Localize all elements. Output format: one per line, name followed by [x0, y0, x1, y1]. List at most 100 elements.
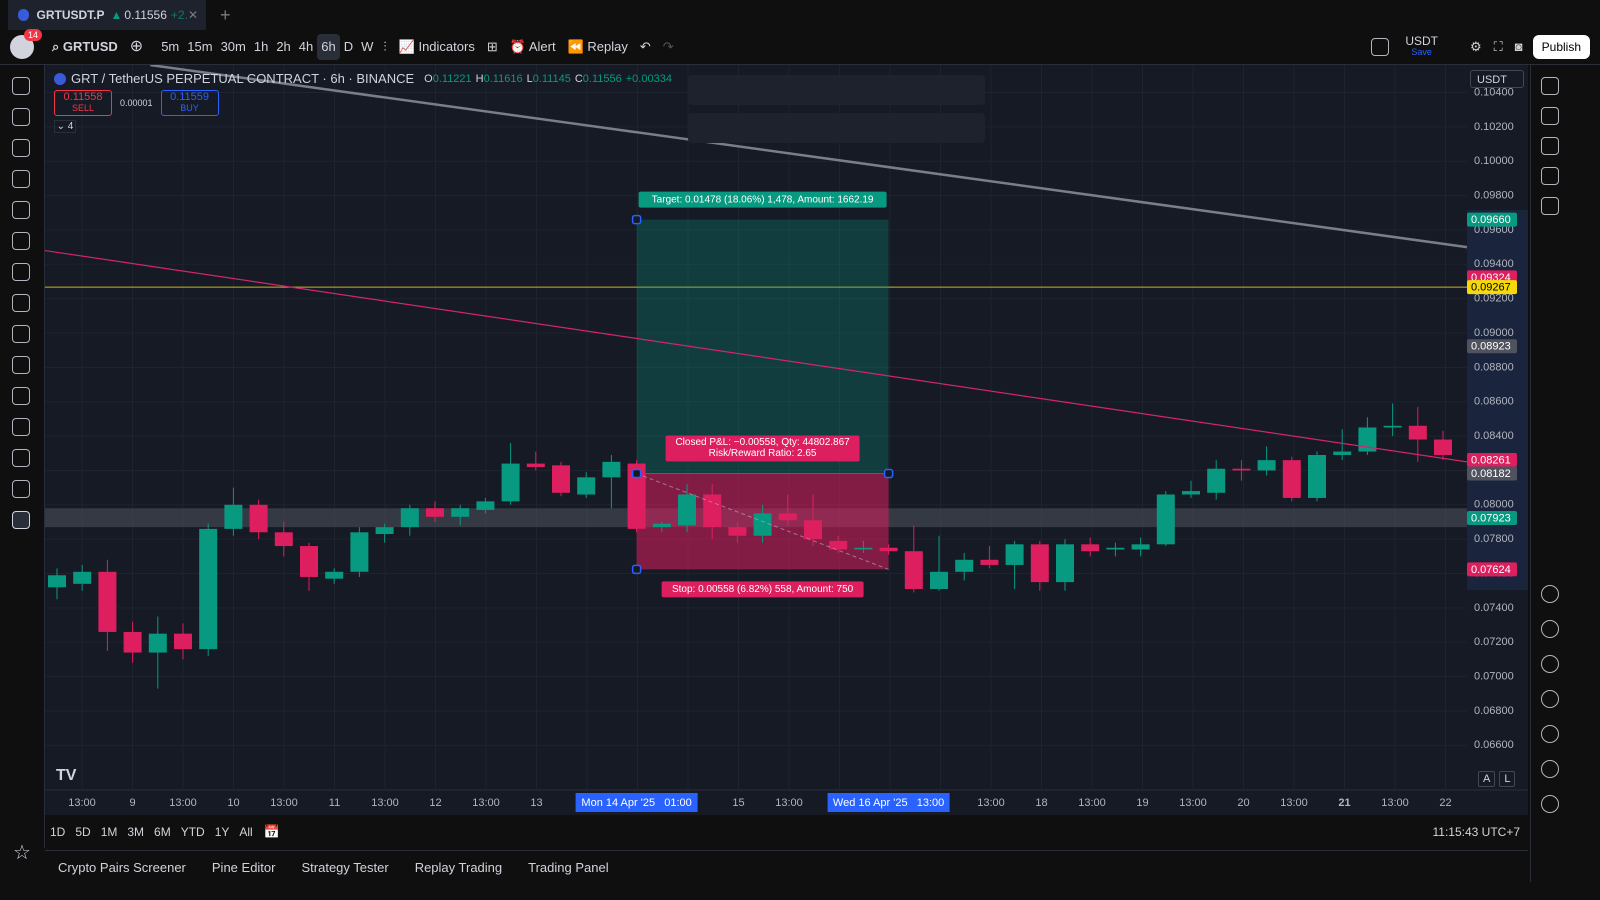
target-zone — [636, 219, 889, 474]
candle-body — [904, 551, 923, 589]
interval[interactable]: 6h — [317, 34, 340, 60]
currency-save[interactable]: USDT Save — [1405, 35, 1438, 58]
handle[interactable] — [631, 468, 642, 479]
scale-button[interactable]: A — [1478, 771, 1496, 787]
x-tick-label: 13:00 — [68, 797, 96, 809]
interval[interactable]: 1h — [253, 39, 269, 54]
interval[interactable]: 5m — [161, 39, 180, 54]
buy-button[interactable]: 0.11559 BUY — [160, 90, 219, 116]
widget-icon[interactable] — [1541, 107, 1559, 125]
new-tab[interactable]: + — [220, 4, 231, 25]
handle[interactable] — [631, 564, 642, 575]
tool-icon[interactable] — [12, 108, 30, 126]
goto-date[interactable]: 📅 — [263, 824, 280, 839]
overlays: Target: 0.01478 (18.06%) 1,478, Amount: … — [45, 65, 1467, 598]
layouts[interactable]: ⊞ — [486, 39, 498, 54]
tool-icon[interactable] — [12, 325, 30, 343]
tool-icon[interactable] — [12, 511, 30, 529]
range[interactable]: 6M — [154, 825, 171, 839]
range[interactable]: 3M — [127, 825, 145, 839]
widget-icon[interactable] — [1541, 690, 1559, 708]
indicators-collapse[interactable]: ⌄ 4 — [54, 120, 76, 133]
tab-price-value: 0.11556 — [124, 8, 167, 22]
bottom-tab[interactable]: Strategy Tester — [301, 859, 389, 875]
layout-toggle[interactable] — [1371, 38, 1390, 56]
tool-icon[interactable] — [12, 232, 30, 250]
widget-icon[interactable] — [1541, 77, 1559, 95]
widget-icon[interactable] — [1541, 167, 1559, 185]
tool-icon[interactable] — [12, 387, 30, 405]
settings[interactable]: ⚙ — [1470, 39, 1482, 54]
snapshot[interactable]: ◙ — [1514, 39, 1523, 54]
tool-icon[interactable] — [12, 263, 30, 281]
watchlist-star[interactable]: ☆ — [13, 842, 31, 864]
tab-close[interactable]: ✕ — [187, 8, 198, 22]
candle-body — [400, 508, 419, 528]
widget-icon[interactable] — [1541, 655, 1559, 673]
widget-icon[interactable] — [1541, 137, 1559, 155]
handle[interactable] — [631, 214, 642, 225]
interval[interactable]: D — [343, 39, 354, 54]
bottom-tab[interactable]: Crypto Pairs Screener — [58, 859, 186, 875]
tool-icon[interactable] — [12, 77, 30, 95]
candle-body — [274, 532, 293, 547]
tool-icon[interactable] — [12, 418, 30, 436]
publish[interactable]: Publish — [1532, 35, 1590, 59]
widget-icon[interactable] — [1541, 197, 1559, 215]
tool-icon[interactable] — [12, 139, 30, 157]
axis-currency[interactable]: USDT — [1470, 70, 1524, 88]
interval[interactable]: 2h — [276, 39, 291, 54]
replay[interactable]: ⏪ Replay — [567, 39, 628, 54]
handle[interactable] — [883, 468, 894, 479]
x-tick-label: 15 — [732, 797, 744, 809]
range[interactable]: All — [239, 825, 253, 839]
alert[interactable]: ⏰ Alert — [509, 39, 556, 54]
widgets — [1531, 77, 1600, 813]
tool-icon[interactable] — [12, 356, 30, 374]
interval[interactable]: 30m — [220, 39, 246, 54]
symbol-search[interactable]: ⌕ GRTUSD — [52, 39, 118, 54]
widget-icon[interactable] — [1541, 585, 1559, 603]
range[interactable]: 5D — [75, 825, 91, 839]
chart-type[interactable]: ⫶ — [383, 39, 387, 54]
range[interactable]: 1M — [100, 825, 118, 839]
bottom-tab[interactable]: Replay Trading — [414, 859, 503, 875]
sell-button[interactable]: 0.11558 SELL — [54, 90, 112, 116]
candle-body — [980, 559, 999, 565]
tool-icon[interactable] — [12, 201, 30, 219]
widget-icon[interactable] — [1541, 760, 1559, 778]
range[interactable]: 1D — [50, 825, 66, 839]
ohlc-value: 0.11221 — [432, 72, 472, 85]
interval[interactable]: 4h — [298, 39, 314, 54]
redo[interactable]: ↷ — [662, 39, 674, 54]
y-tick-label: 0.08600 — [1474, 396, 1514, 408]
candle-body — [199, 528, 218, 650]
range[interactable]: 1Y — [214, 825, 230, 839]
widget-icon[interactable] — [1541, 725, 1559, 743]
scale-button[interactable]: L — [1499, 771, 1516, 787]
candle-body — [627, 463, 646, 529]
interval[interactable]: 15m — [187, 39, 213, 54]
bottom-tab[interactable]: Trading Panel — [528, 859, 609, 875]
indicators[interactable]: 📈 Indicators — [398, 39, 475, 54]
tool-icon[interactable] — [12, 170, 30, 188]
range[interactable]: YTD — [180, 825, 205, 839]
tab[interactable]: GRTUSDT.P ▲ 0.11556 +2. ✕ — [8, 0, 206, 30]
candle-body — [804, 520, 822, 540]
candle-body — [778, 513, 797, 521]
tool-icon[interactable] — [12, 294, 30, 312]
avatar[interactable]: 14 — [10, 29, 43, 59]
stop-label: Stop: 0.00558 (6.82%) 558, Amount: 750 — [672, 584, 854, 595]
x-tick-label: 10 — [227, 797, 239, 809]
widget-icon[interactable] — [1541, 620, 1559, 638]
tab-price: ▲ — [110, 8, 123, 22]
interval[interactable]: W — [361, 39, 374, 54]
widget-icon[interactable] — [1541, 795, 1559, 813]
undo[interactable]: ↶ — [639, 39, 651, 54]
tool-icon[interactable] — [12, 449, 30, 467]
tool-icon[interactable] — [12, 480, 30, 498]
time-axis-bg — [45, 790, 1528, 815]
compare[interactable]: ⊕ — [129, 38, 144, 55]
fullscreen[interactable]: ⛶ — [1493, 39, 1503, 54]
bottom-tab[interactable]: Pine Editor — [211, 859, 276, 875]
